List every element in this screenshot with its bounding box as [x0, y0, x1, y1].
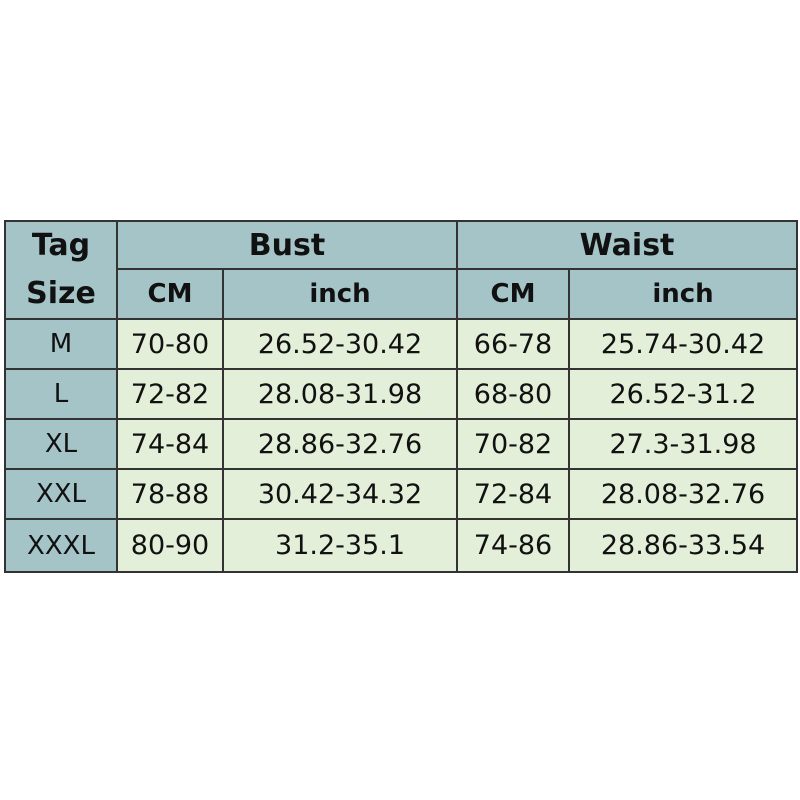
tag-size-header: Tag Size	[4, 220, 118, 320]
table-row: XXXL 80-90 31.2-35.1 74-86 28.86-33.54	[4, 518, 799, 573]
bust-inch-cell: 26.52-30.42	[221, 318, 459, 370]
table-row: XXL 78-88 30.42-34.32 72-84 28.08-32.76	[4, 468, 799, 520]
bust-inch-cell: 31.2-35.1	[221, 518, 459, 573]
waist-inch-cell: 27.3-31.98	[568, 418, 799, 470]
waist-cm-cell: 70-82	[456, 418, 571, 470]
bust-cm-cell: 78-88	[116, 468, 224, 520]
table-row: M 70-80 26.52-30.42 66-78 25.74-30.42	[4, 318, 799, 370]
waist-cm-header: CM	[456, 268, 571, 320]
tag-size-line-1: Tag	[31, 228, 91, 263]
bust-header: Bust	[115, 220, 459, 270]
waist-inch-cell: 26.52-31.2	[568, 368, 799, 420]
tag-size-line-2: Size	[26, 276, 96, 311]
waist-header: Waist	[456, 220, 799, 270]
size-cell: XXL	[4, 468, 118, 520]
waist-cm-cell: 74-86	[456, 518, 571, 573]
table-row: L 72-82 28.08-31.98 68-80 26.52-31.2	[4, 368, 799, 420]
bust-cm-cell: 72-82	[116, 368, 224, 420]
bust-cm-cell: 80-90	[116, 518, 224, 573]
size-chart-table: Tag Size Bust Waist CM inch CM inch M 70…	[4, 220, 799, 573]
size-cell: L	[4, 368, 118, 420]
waist-inch-cell: 28.86-33.54	[568, 518, 799, 573]
bust-cm-cell: 74-84	[116, 418, 224, 470]
waist-inch-cell: 28.08-32.76	[568, 468, 799, 520]
bust-inch-header: inch	[221, 268, 459, 320]
bust-cm-cell: 70-80	[116, 318, 224, 370]
table-row: XL 74-84 28.86-32.76 70-82 27.3-31.98	[4, 418, 799, 470]
waist-inch-header: inch	[568, 268, 799, 320]
size-cell: M	[4, 318, 118, 370]
bust-cm-header: CM	[116, 268, 224, 320]
waist-inch-cell: 25.74-30.42	[568, 318, 799, 370]
size-cell: XL	[4, 418, 118, 470]
bust-inch-cell: 28.86-32.76	[221, 418, 459, 470]
waist-cm-cell: 72-84	[456, 468, 571, 520]
size-cell: XXXL	[4, 518, 118, 573]
bust-inch-cell: 28.08-31.98	[221, 368, 459, 420]
waist-cm-cell: 68-80	[456, 368, 571, 420]
bust-inch-cell: 30.42-34.32	[221, 468, 459, 520]
waist-cm-cell: 66-78	[456, 318, 571, 370]
